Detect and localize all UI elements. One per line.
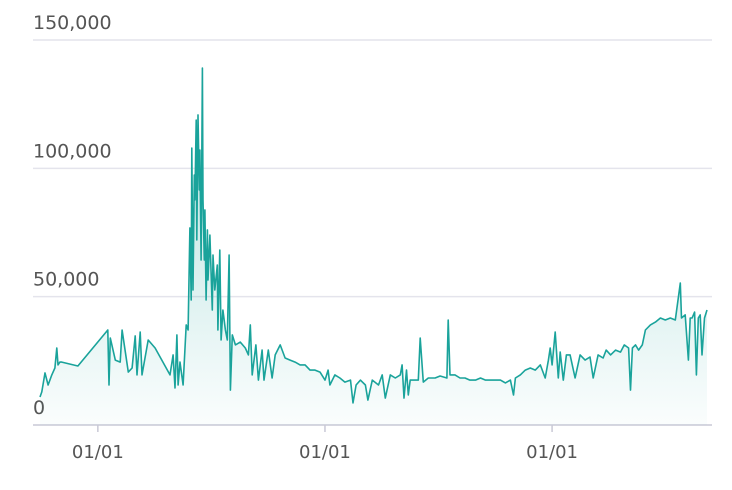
area bbox=[40, 68, 707, 425]
line bbox=[39, 67, 708, 404]
x-tick-label: 01/01 bbox=[526, 442, 578, 463]
y-tick-label: 50,000 bbox=[33, 269, 99, 291]
y-tick-label: 100,000 bbox=[33, 140, 112, 162]
y-tick-label: 150,000 bbox=[33, 12, 112, 34]
x-tick-label: 01/01 bbox=[299, 442, 351, 463]
x-tick-label: 01/01 bbox=[72, 442, 124, 463]
